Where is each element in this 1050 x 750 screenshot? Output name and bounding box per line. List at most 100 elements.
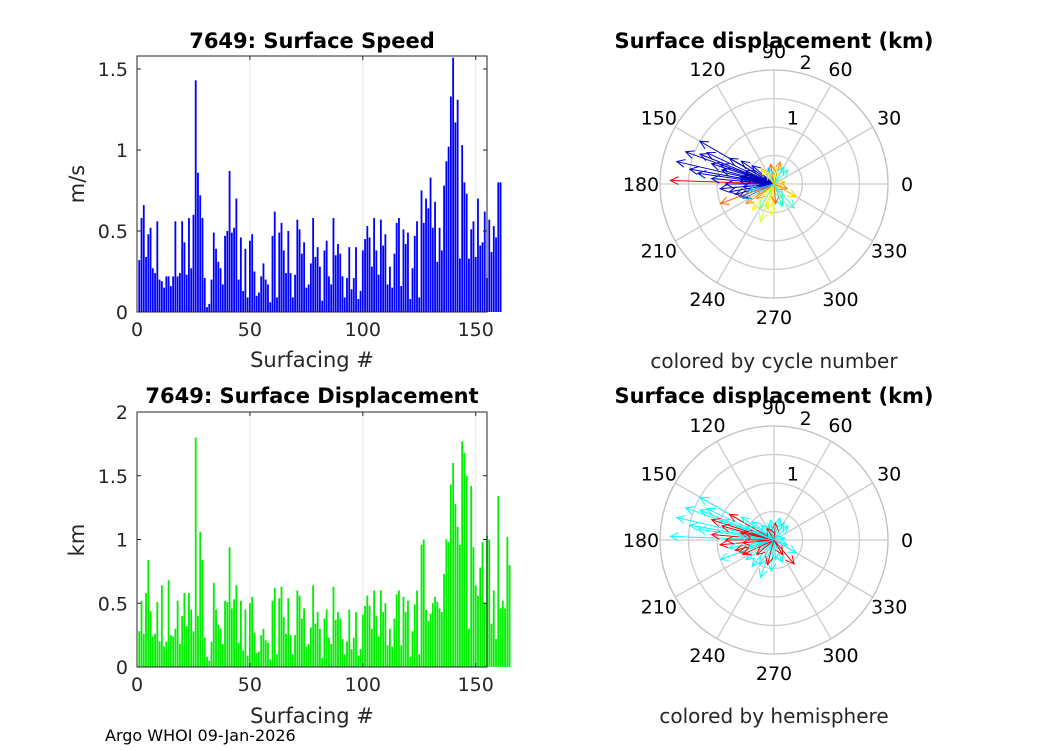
- bar: [228, 171, 231, 312]
- arrow-shaft: [756, 539, 775, 556]
- arrow-shaft: [749, 183, 775, 192]
- arrow-head: [727, 186, 738, 195]
- bar: [267, 284, 269, 312]
- bar: [447, 146, 450, 312]
- bar: [481, 542, 484, 667]
- arrow-shaft: [760, 524, 775, 541]
- y-tick-label: 1.5: [98, 466, 128, 488]
- bar: [156, 221, 159, 312]
- arrow-head: [778, 182, 789, 191]
- bar: [429, 613, 432, 667]
- bar: [440, 250, 443, 312]
- angle-tick-label: 270: [756, 307, 792, 329]
- bar: [379, 590, 382, 667]
- angle-tick-label: 300: [822, 289, 858, 311]
- displacement-arrow: [773, 535, 787, 544]
- arrow-shaft: [760, 168, 775, 185]
- arrow-head: [696, 526, 707, 535]
- radius-tick-label: 1: [787, 107, 799, 129]
- displacement-arrow: [755, 183, 775, 200]
- arrow-head: [738, 177, 749, 187]
- bar: [504, 608, 506, 667]
- bar: [492, 590, 495, 667]
- bar: [407, 600, 409, 667]
- bar: [289, 635, 292, 668]
- bar: [201, 218, 204, 312]
- bar: [402, 596, 405, 668]
- bar: [418, 654, 421, 667]
- bar: [355, 612, 357, 667]
- bar: [416, 590, 418, 667]
- bar: [416, 221, 418, 312]
- polar-spoke: [773, 126, 874, 185]
- arrow-head: [773, 160, 783, 171]
- displacement-arrow: [740, 516, 775, 541]
- bar: [249, 240, 251, 312]
- arrow-head: [696, 170, 707, 179]
- arrow-head: [669, 532, 679, 542]
- bar: [328, 276, 330, 312]
- arrow-head: [751, 557, 761, 568]
- bar: [244, 609, 247, 668]
- bar: [431, 603, 434, 667]
- bar: [219, 628, 222, 667]
- displacement-arrow: [770, 183, 780, 206]
- bar: [149, 227, 152, 312]
- bar: [145, 256, 147, 312]
- arrow-shaft: [773, 183, 777, 204]
- bar: [303, 608, 305, 667]
- bar: [355, 247, 357, 312]
- arrow-shaft: [670, 535, 775, 541]
- bar: [239, 600, 242, 667]
- bar: [382, 245, 385, 312]
- arrow-head: [728, 513, 739, 523]
- bar: [316, 612, 319, 667]
- arrow-head: [755, 546, 766, 556]
- arrow-head: [740, 516, 751, 526]
- arrow-head: [698, 140, 709, 149]
- bar: [377, 274, 380, 312]
- bar: [158, 279, 161, 312]
- bar: [242, 650, 245, 667]
- bar: [203, 277, 206, 312]
- bar: [393, 618, 396, 667]
- bar: [468, 628, 470, 667]
- bar: [316, 247, 319, 312]
- bar: [160, 585, 163, 667]
- bar: [465, 193, 468, 312]
- bar: [400, 645, 403, 667]
- displacement-arrow: [759, 539, 775, 566]
- bar: [147, 234, 150, 312]
- bar-series: [138, 57, 502, 313]
- bar: [377, 636, 380, 667]
- arrow-shaft: [770, 520, 775, 541]
- bar: [145, 593, 147, 667]
- bar: [291, 654, 294, 667]
- arrow-head: [718, 183, 729, 193]
- arrow-shaft: [773, 539, 797, 554]
- bar: [373, 590, 375, 667]
- bar: [235, 585, 238, 667]
- displacement-arrow: [748, 539, 775, 549]
- arrow-head: [774, 545, 784, 556]
- bar: [244, 248, 247, 312]
- chart-title: Surface displacement (km): [614, 384, 933, 408]
- displacement-arrow: [773, 183, 798, 198]
- bar: [400, 286, 403, 312]
- bar: [454, 503, 457, 667]
- bar: [325, 609, 328, 668]
- bar: [142, 633, 145, 667]
- bar: [370, 628, 373, 667]
- bar: [208, 660, 211, 668]
- displacement-vectors: [669, 140, 798, 223]
- arrow-head: [719, 552, 730, 561]
- displacement-arrow: [773, 160, 783, 185]
- bar: [366, 595, 369, 667]
- bar: [174, 628, 177, 667]
- arrow-head: [698, 496, 709, 505]
- arrow-head: [740, 160, 751, 170]
- bar: [140, 218, 143, 312]
- arrow-head: [785, 199, 795, 209]
- arrow-shaft: [773, 183, 795, 209]
- displacement-arrow: [724, 535, 774, 545]
